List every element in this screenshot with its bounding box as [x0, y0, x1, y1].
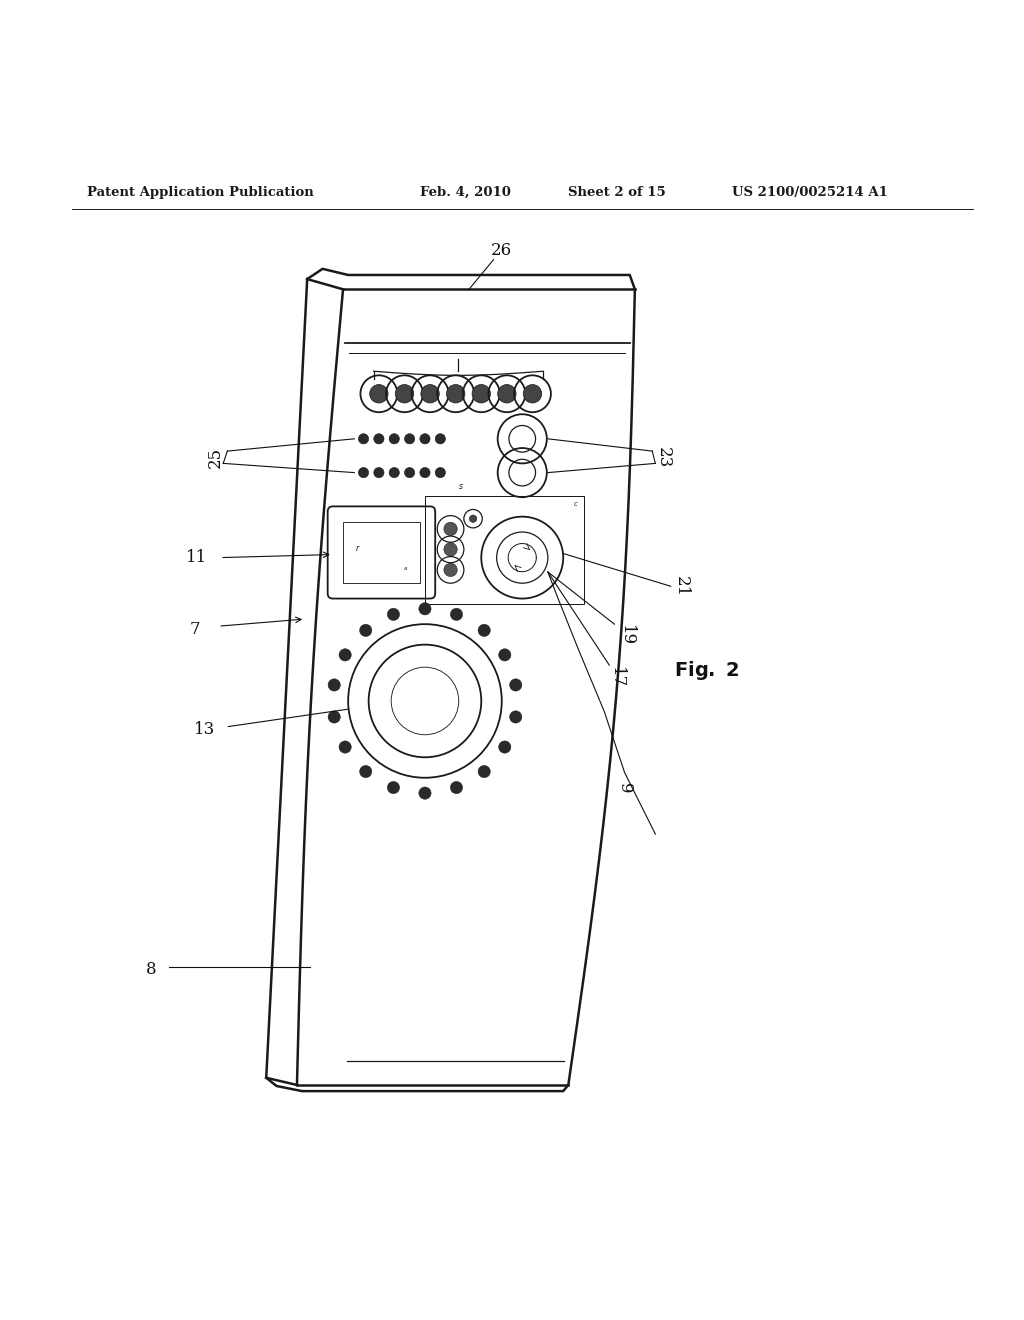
- Circle shape: [444, 543, 457, 556]
- Circle shape: [444, 523, 457, 536]
- Circle shape: [374, 434, 384, 444]
- Circle shape: [389, 434, 399, 444]
- Text: 26: 26: [492, 242, 512, 259]
- Circle shape: [328, 710, 340, 723]
- Text: 25: 25: [207, 446, 223, 467]
- Circle shape: [499, 648, 511, 661]
- Text: s: s: [459, 482, 463, 491]
- Circle shape: [387, 781, 399, 793]
- Text: US 2100/0025214 A1: US 2100/0025214 A1: [732, 186, 888, 198]
- Text: 23: 23: [655, 446, 672, 467]
- Text: 21: 21: [673, 576, 689, 597]
- Circle shape: [451, 781, 463, 793]
- Text: 7: 7: [189, 620, 200, 638]
- Circle shape: [419, 787, 431, 800]
- Circle shape: [510, 678, 522, 692]
- Circle shape: [389, 467, 399, 478]
- Circle shape: [523, 384, 542, 403]
- Circle shape: [359, 624, 372, 636]
- Circle shape: [387, 609, 399, 620]
- Circle shape: [478, 624, 490, 636]
- Text: 17: 17: [608, 667, 625, 688]
- Circle shape: [498, 384, 516, 403]
- Circle shape: [404, 467, 415, 478]
- Text: c: c: [573, 502, 578, 507]
- Circle shape: [395, 384, 414, 403]
- Circle shape: [478, 766, 490, 777]
- Text: 19: 19: [618, 624, 635, 645]
- Circle shape: [510, 710, 522, 723]
- Circle shape: [499, 741, 511, 754]
- Circle shape: [420, 467, 430, 478]
- Circle shape: [421, 384, 439, 403]
- Text: $\mathbf{Fig.\ 2}$: $\mathbf{Fig.\ 2}$: [674, 659, 739, 681]
- Circle shape: [435, 434, 445, 444]
- Circle shape: [339, 648, 351, 661]
- Text: r: r: [355, 544, 358, 553]
- Circle shape: [404, 434, 415, 444]
- Circle shape: [420, 434, 430, 444]
- Text: 13: 13: [195, 721, 215, 738]
- Circle shape: [358, 434, 369, 444]
- Circle shape: [472, 384, 490, 403]
- Text: Feb. 4, 2010: Feb. 4, 2010: [420, 186, 511, 198]
- Circle shape: [339, 741, 351, 754]
- Circle shape: [359, 766, 372, 777]
- Circle shape: [328, 678, 340, 692]
- Circle shape: [358, 467, 369, 478]
- Circle shape: [469, 515, 477, 523]
- Bar: [425, 496, 584, 603]
- Circle shape: [419, 603, 431, 615]
- Text: Sheet 2 of 15: Sheet 2 of 15: [568, 186, 666, 198]
- Circle shape: [451, 609, 463, 620]
- Bar: [343, 521, 420, 583]
- Text: 8: 8: [146, 961, 157, 978]
- Text: a: a: [404, 566, 408, 572]
- Circle shape: [374, 467, 384, 478]
- Circle shape: [444, 564, 457, 577]
- Circle shape: [370, 384, 388, 403]
- Circle shape: [435, 467, 445, 478]
- Text: 9: 9: [616, 783, 633, 793]
- Circle shape: [446, 384, 465, 403]
- Text: 11: 11: [186, 549, 207, 566]
- Text: Patent Application Publication: Patent Application Publication: [87, 186, 313, 198]
